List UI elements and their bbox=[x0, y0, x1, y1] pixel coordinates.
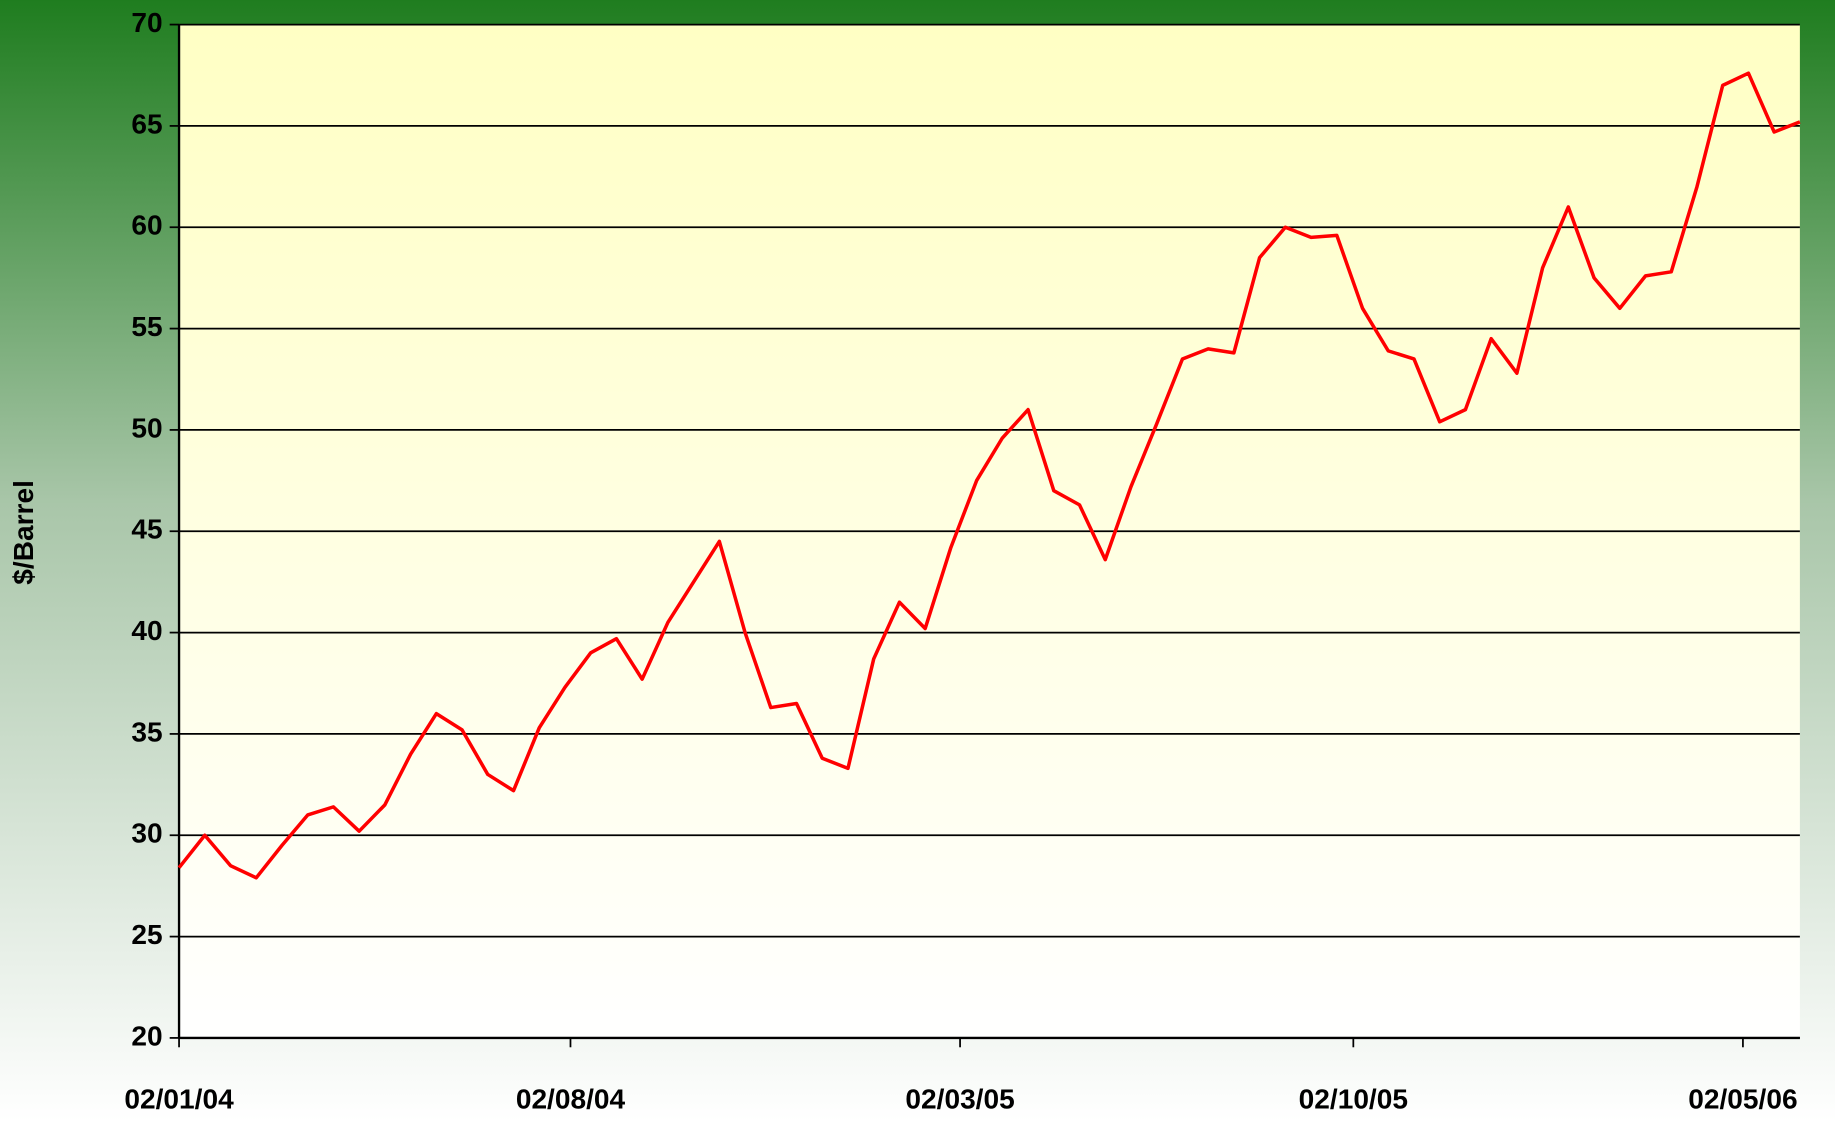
y-tick-label: 30 bbox=[131, 818, 162, 849]
x-tick-label: 02/10/05 bbox=[1299, 1084, 1408, 1115]
y-tick-label: 70 bbox=[131, 7, 162, 38]
y-axis-label: $/Barrel bbox=[8, 480, 39, 585]
x-tick-label: 02/03/05 bbox=[905, 1084, 1014, 1115]
y-tick-label: 25 bbox=[131, 919, 162, 950]
y-tick-label: 55 bbox=[131, 311, 162, 342]
y-tick-label: 20 bbox=[131, 1020, 162, 1051]
price-line bbox=[177, 71, 1801, 880]
y-tick-label: 45 bbox=[131, 514, 162, 545]
y-tick-label: 35 bbox=[131, 716, 162, 747]
x-tick-label: 02/05/06 bbox=[1688, 1084, 1797, 1115]
x-tick-label: 02/01/04 bbox=[124, 1084, 234, 1115]
y-tick-label: 50 bbox=[131, 412, 162, 443]
y-tick-label: 40 bbox=[131, 615, 162, 646]
y-tick-label: 65 bbox=[131, 108, 162, 139]
x-tick-label: 02/08/04 bbox=[516, 1084, 626, 1115]
y-tick-label: 60 bbox=[131, 210, 162, 241]
